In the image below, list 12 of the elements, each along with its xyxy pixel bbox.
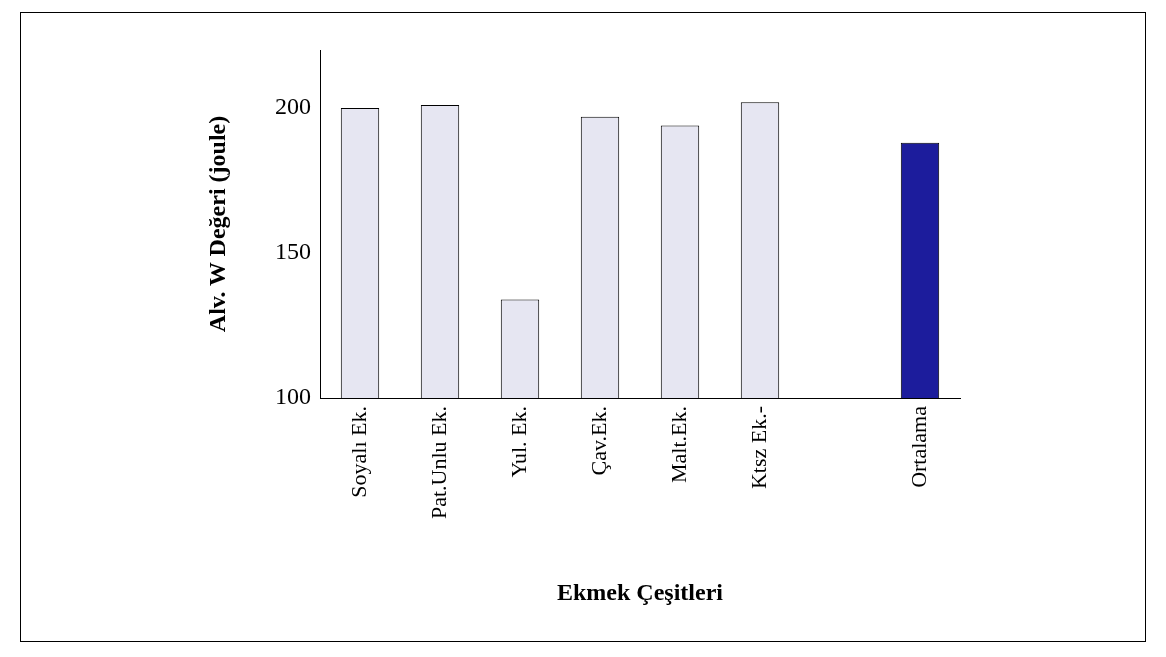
y-tick-label: 150 <box>275 238 311 265</box>
x-axis-title: Ekmek Çeşitleri <box>557 578 724 605</box>
x-tick-label: Pat.Unlu Ek. <box>425 406 451 520</box>
x-tick-label: Çav.Ek. <box>585 406 611 476</box>
x-tick-label: Ktsz Ek.- <box>745 406 771 490</box>
y-axis-title: Alv. W Değeri (joule) <box>203 115 230 333</box>
x-tick-label: Yul. Ek. <box>505 406 531 478</box>
x-tick-label: Soyalı Ek. <box>345 406 371 498</box>
x-tick-label: Ortalama <box>905 405 931 488</box>
y-tick-label: 200 <box>275 93 311 120</box>
x-tick-label: Malt.Ek. <box>665 406 691 483</box>
y-tick-label: 100 <box>275 383 311 410</box>
